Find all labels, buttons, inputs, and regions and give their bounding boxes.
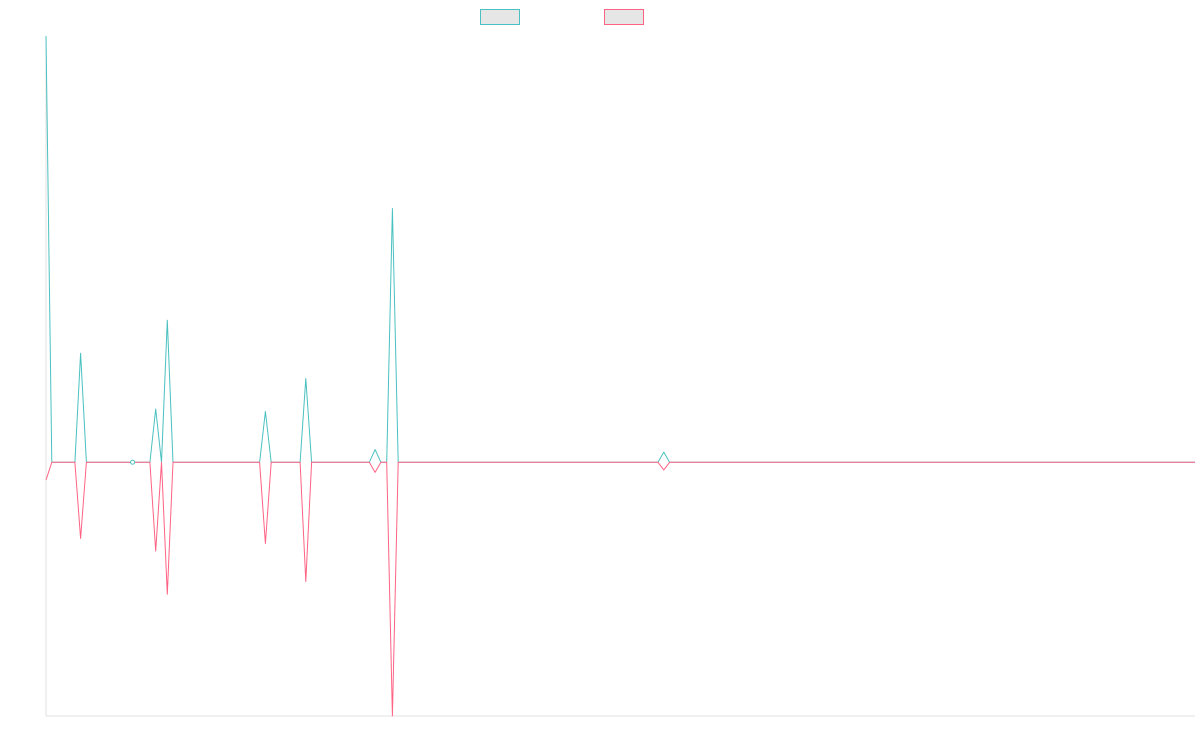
series-line-2 (45, 461, 1195, 717)
legend-swatch-series-2[interactable] (604, 9, 644, 25)
point-marker (130, 459, 136, 465)
legend-swatch-series-1[interactable] (480, 9, 520, 25)
legend (0, 0, 1200, 36)
series-line-1 (45, 35, 1195, 463)
